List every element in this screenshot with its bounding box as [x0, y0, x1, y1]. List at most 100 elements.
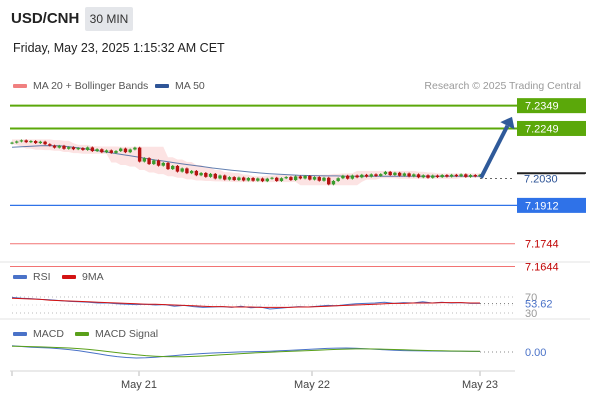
candle-body [336, 178, 340, 181]
candle-body [24, 140, 28, 143]
candle [57, 144, 61, 149]
candle [407, 172, 411, 178]
interval-button[interactable]: 30 MIN [85, 7, 133, 31]
candle-body [364, 174, 369, 177]
candle [303, 175, 307, 180]
candle [52, 144, 57, 149]
rsi-last-value: 53.62 [525, 299, 553, 311]
candle [218, 174, 222, 180]
candle-body [29, 141, 33, 143]
candle [24, 139, 28, 144]
candle [341, 174, 345, 180]
legend-rsi: RSI [13, 271, 51, 283]
candle [171, 164, 175, 171]
candle-body [85, 147, 90, 150]
candle-body [426, 175, 430, 178]
candle [464, 173, 468, 178]
candle-body [308, 175, 312, 180]
candle-body [137, 147, 142, 162]
candle-body [289, 177, 293, 181]
candle-body [449, 174, 454, 177]
candle [336, 177, 340, 182]
candle-body [402, 173, 407, 176]
candle-body [440, 175, 444, 178]
candle [360, 173, 364, 179]
candle-body [275, 177, 279, 181]
candle [62, 144, 66, 150]
level-resistance: 7.2249 [10, 120, 586, 136]
candle [416, 173, 421, 179]
legend-rsi-ma-label: 9MA [82, 271, 104, 283]
candle-body [15, 141, 19, 143]
rsi-tick-label: 70 [525, 292, 537, 304]
rsi-ma-line [11, 297, 480, 308]
candle-body [393, 172, 397, 176]
time-tick-label: May 22 [294, 379, 330, 391]
candle-body [71, 147, 76, 150]
candle-body [133, 147, 137, 150]
candle-body [331, 180, 336, 185]
candle-body [260, 178, 265, 182]
candle-body [279, 178, 284, 181]
candle [194, 170, 199, 177]
candle [327, 176, 331, 186]
candle [223, 174, 227, 181]
candle-body [52, 145, 57, 148]
level-support: 7.1744 [10, 239, 559, 251]
candle-body [265, 178, 269, 182]
candle-body [355, 175, 359, 178]
candle [421, 174, 425, 179]
candle-body [421, 175, 425, 178]
candle-body [152, 160, 156, 165]
candle [185, 167, 189, 175]
candle-body [114, 151, 118, 153]
candle [199, 172, 203, 177]
candle [48, 143, 52, 147]
candle-body [270, 177, 274, 179]
bollinger-bands [12, 139, 480, 186]
candle-body [57, 145, 61, 148]
candle [119, 147, 123, 152]
macd-signal-swatch [75, 332, 89, 337]
candle-body [95, 149, 99, 152]
candle [426, 174, 430, 179]
candle [364, 173, 369, 178]
ma50-swatch [155, 84, 169, 89]
candle [459, 173, 463, 178]
macd-line [11, 345, 481, 359]
candle-body [383, 171, 388, 175]
level-support: 7.1644 [10, 262, 559, 274]
ma50-line [11, 145, 480, 177]
candle-body [341, 175, 345, 179]
candle-body [454, 174, 459, 177]
candle [440, 174, 444, 178]
legend-ma50: MA 50 [155, 80, 205, 92]
candle [445, 174, 449, 178]
candle-body [109, 150, 113, 153]
candle [251, 177, 255, 182]
candle [81, 147, 85, 151]
candle-body [213, 173, 217, 179]
candle-body [256, 178, 260, 181]
level-label: 7.1912 [525, 200, 559, 212]
candle-body [464, 174, 468, 177]
candle-body [208, 173, 213, 177]
candle-body [237, 177, 241, 181]
candle-body [416, 174, 421, 178]
time-tick-label: May 21 [121, 379, 157, 391]
candle-body [322, 177, 326, 181]
candle-body [374, 174, 378, 176]
candle-body [232, 177, 236, 181]
candle [29, 140, 33, 144]
candle-body [284, 177, 288, 179]
candle [114, 150, 118, 154]
candle-body [19, 140, 24, 142]
candle-body [147, 158, 151, 165]
candle-body [38, 141, 43, 144]
arrow-shaft [479, 124, 510, 179]
rsi-swatch [13, 275, 27, 280]
candle [128, 148, 132, 154]
candle [331, 180, 336, 186]
candle [317, 176, 321, 182]
